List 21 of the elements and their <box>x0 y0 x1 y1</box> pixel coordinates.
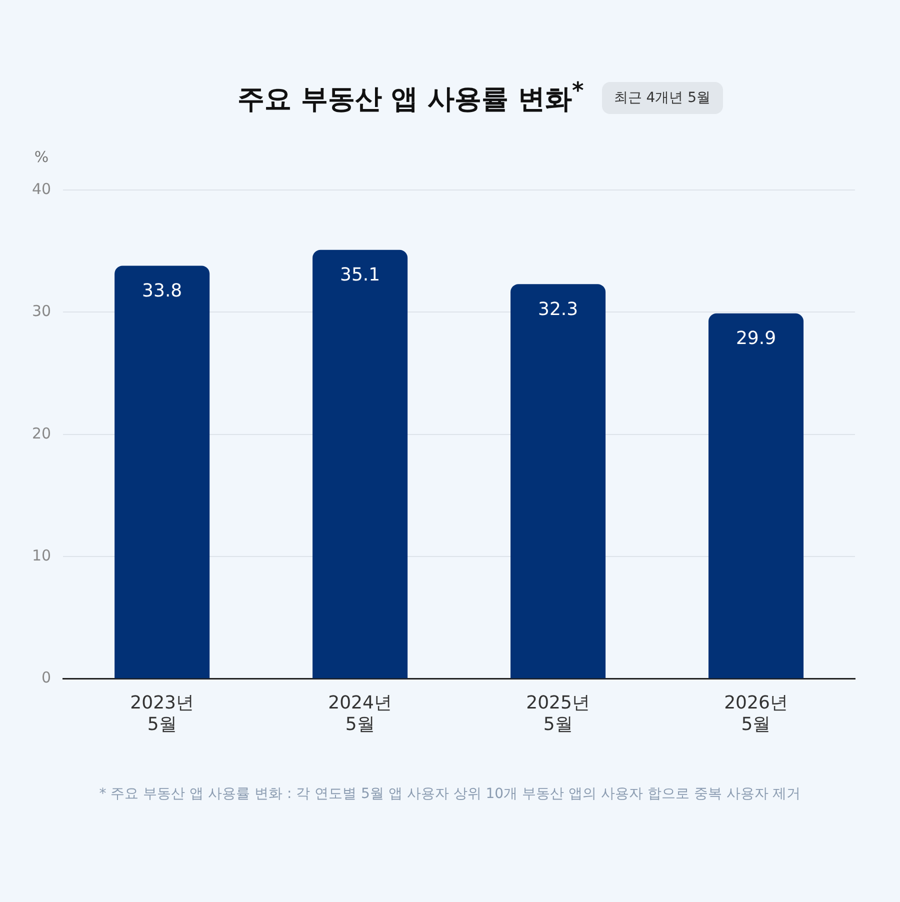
data-label: 33.8 <box>142 280 182 302</box>
bar <box>114 266 210 678</box>
x-tick-label: 2023년 5월 <box>130 692 194 735</box>
y-tick-label: 40 <box>32 180 52 198</box>
y-tick-label: 10 <box>32 546 52 564</box>
y-tick-label: 30 <box>32 302 52 320</box>
x-tick-label: 2024년 5월 <box>328 692 392 735</box>
y-axis-title: % <box>34 148 49 166</box>
chart-title: 주요 부동산 앱 사용률 변화$^{*}$ <box>237 78 584 117</box>
chart-subtitle: 최근 4개년 5월 <box>602 82 723 114</box>
data-label: 35.1 <box>340 264 380 286</box>
text: * 주요 부동산 앱 사용률 변화 : 각 연도별 5월 앱 사용자 상위 10개 부동산 앱의 사용자 합으로 중복 사용자 제거 <box>98 785 802 803</box>
x-tick-label: 2026년 5월 <box>724 692 788 735</box>
bar <box>708 313 804 678</box>
bar <box>312 250 408 678</box>
data-label: 32.3 <box>538 298 578 320</box>
bar <box>510 284 606 678</box>
y-tick-label: 0 <box>42 668 52 687</box>
x-tick-label: 2025년 5월 <box>526 692 590 735</box>
data-label: 29.9 <box>736 328 776 350</box>
y-tick-label: 20 <box>32 424 52 442</box>
